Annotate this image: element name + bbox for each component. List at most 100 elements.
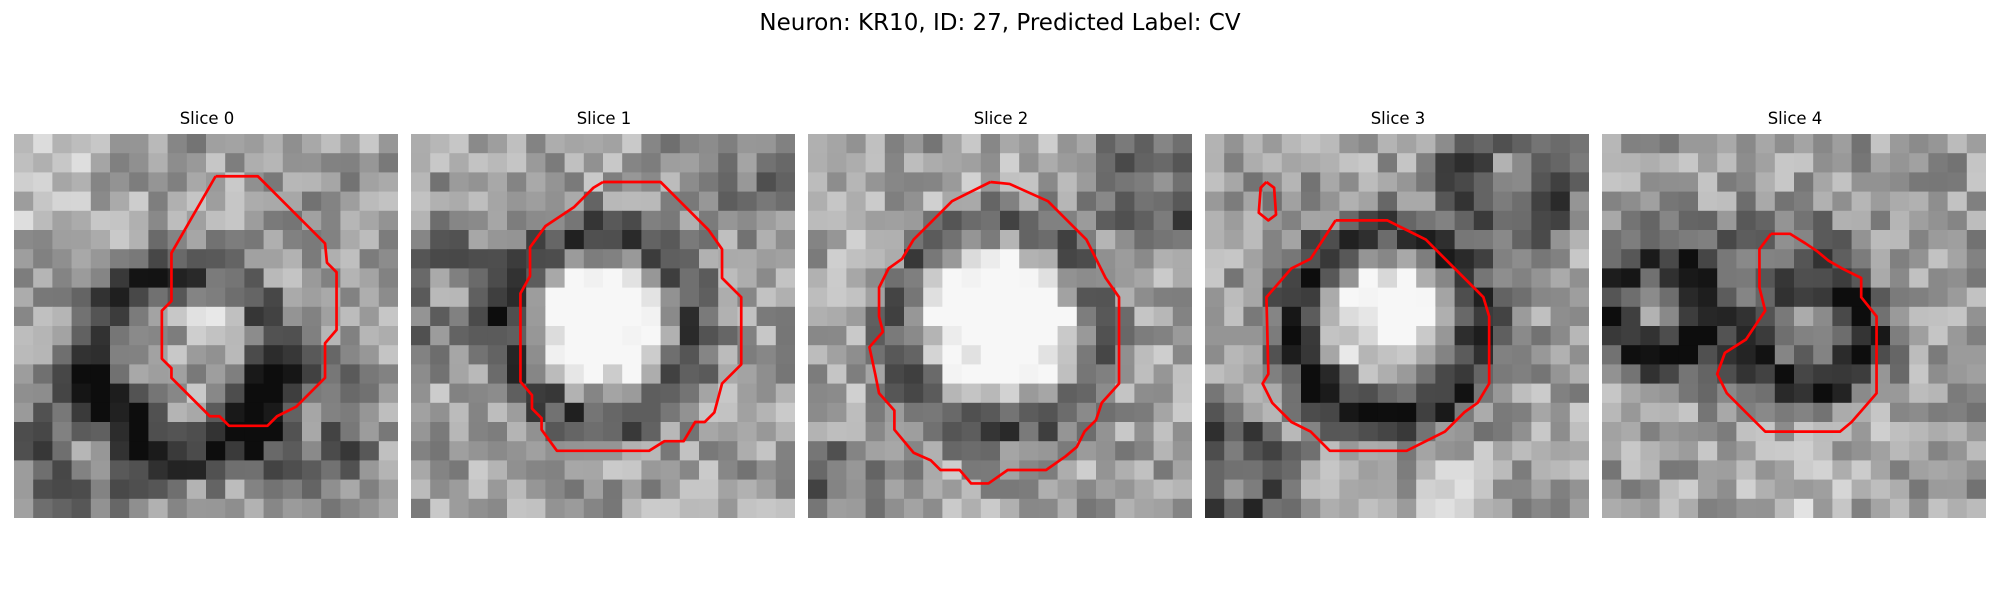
image-pixel — [1057, 268, 1078, 288]
image-pixel — [225, 479, 245, 500]
image-pixel — [487, 383, 508, 404]
image-pixel — [449, 402, 469, 423]
image-pixel — [1640, 230, 1660, 250]
image-pixel — [52, 230, 72, 250]
image-pixel — [167, 172, 188, 192]
image-pixel — [1435, 498, 1455, 518]
image-pixel — [865, 153, 886, 173]
image-pixel — [737, 422, 757, 442]
image-pixel — [737, 172, 757, 192]
image-pixel — [1717, 134, 1737, 154]
image-pixel — [942, 326, 962, 346]
image-pixel — [775, 364, 795, 384]
image-pixel — [1134, 345, 1154, 365]
image-pixel — [1096, 460, 1116, 480]
image-pixel — [961, 345, 982, 365]
image-pixel — [1262, 210, 1283, 231]
slice-title: Slice 3 — [1370, 109, 1426, 128]
image-pixel — [545, 153, 565, 173]
image-pixel — [884, 191, 905, 212]
image-pixel — [90, 268, 111, 288]
image-pixel — [526, 345, 546, 365]
image-pixel — [1870, 498, 1891, 518]
image-pixel — [699, 230, 719, 250]
image-pixel — [1698, 191, 1718, 212]
image-pixel — [1870, 172, 1891, 192]
image-pixel — [1755, 402, 1776, 423]
image-pixel — [411, 268, 431, 288]
image-pixel — [1339, 460, 1359, 480]
image-pixel — [923, 345, 943, 365]
image-pixel — [263, 287, 284, 308]
image-pixel — [1435, 268, 1455, 288]
image-pixel — [603, 249, 623, 269]
image-pixel — [1000, 287, 1020, 308]
image-pixel — [244, 460, 264, 480]
image-pixel — [1602, 402, 1622, 423]
image-pixel — [359, 268, 380, 288]
image-pixel — [1172, 287, 1192, 308]
image-pixel — [827, 153, 847, 173]
image-pixel — [206, 498, 226, 518]
image-pixel — [1621, 230, 1641, 250]
image-pixel — [1473, 191, 1494, 212]
image-pixel — [827, 230, 847, 250]
image-pixel — [564, 326, 585, 346]
image-pixel — [1454, 479, 1475, 500]
slice-title: Slice 2 — [973, 109, 1029, 128]
image-pixel — [846, 268, 866, 288]
image-pixel — [1320, 498, 1340, 518]
image-pixel — [1358, 287, 1379, 308]
image-pixel — [1205, 422, 1225, 442]
image-pixel — [186, 402, 207, 423]
image-pixel — [468, 364, 489, 384]
image-pixel — [1774, 460, 1795, 480]
image-pixel — [33, 498, 53, 518]
image-pixel — [1473, 498, 1494, 518]
image-pixel — [1640, 306, 1660, 327]
image-pixel — [186, 153, 207, 173]
image-pixel — [1659, 230, 1680, 250]
image-pixel — [487, 191, 508, 212]
image-pixel — [430, 383, 450, 404]
image-pixel — [1153, 326, 1174, 346]
image-pixel — [1301, 402, 1321, 423]
image-pixel — [564, 383, 585, 404]
image-pixel — [1038, 306, 1058, 327]
image-pixel — [756, 441, 777, 461]
image-pixel — [1640, 210, 1660, 231]
image-pixel — [321, 191, 341, 212]
image-pixel — [961, 191, 982, 212]
image-pixel — [1736, 287, 1756, 308]
image-pixel — [71, 153, 92, 173]
image-pixel — [1057, 249, 1078, 269]
image-pixel — [148, 172, 168, 192]
image-pixel — [718, 210, 738, 231]
image-pixel — [1339, 268, 1359, 288]
image-pixel — [1134, 268, 1154, 288]
image-pixel — [1928, 326, 1948, 346]
image-pixel — [206, 230, 226, 250]
image-pixel — [564, 268, 585, 288]
image-pixel — [1531, 383, 1551, 404]
image-pixel — [1301, 191, 1321, 212]
image-pixel — [1358, 153, 1379, 173]
image-pixel — [679, 191, 700, 212]
image-pixel — [679, 249, 700, 269]
image-pixel — [1224, 383, 1244, 404]
image-pixel — [186, 422, 207, 442]
image-pixel — [904, 249, 924, 269]
image-pixel — [1358, 249, 1379, 269]
image-pixel — [1243, 172, 1263, 192]
image-pixel — [378, 306, 398, 327]
image-pixel — [1813, 191, 1833, 212]
image-pixel — [1947, 460, 1968, 480]
image-pixel — [1153, 306, 1174, 327]
image-pixel — [1115, 249, 1135, 269]
image-pixel — [808, 479, 828, 500]
image-pixel — [1621, 326, 1641, 346]
image-pixel — [564, 172, 585, 192]
image-pixel — [980, 230, 1001, 250]
image-pixel — [148, 306, 168, 327]
image-pixel — [641, 383, 661, 404]
